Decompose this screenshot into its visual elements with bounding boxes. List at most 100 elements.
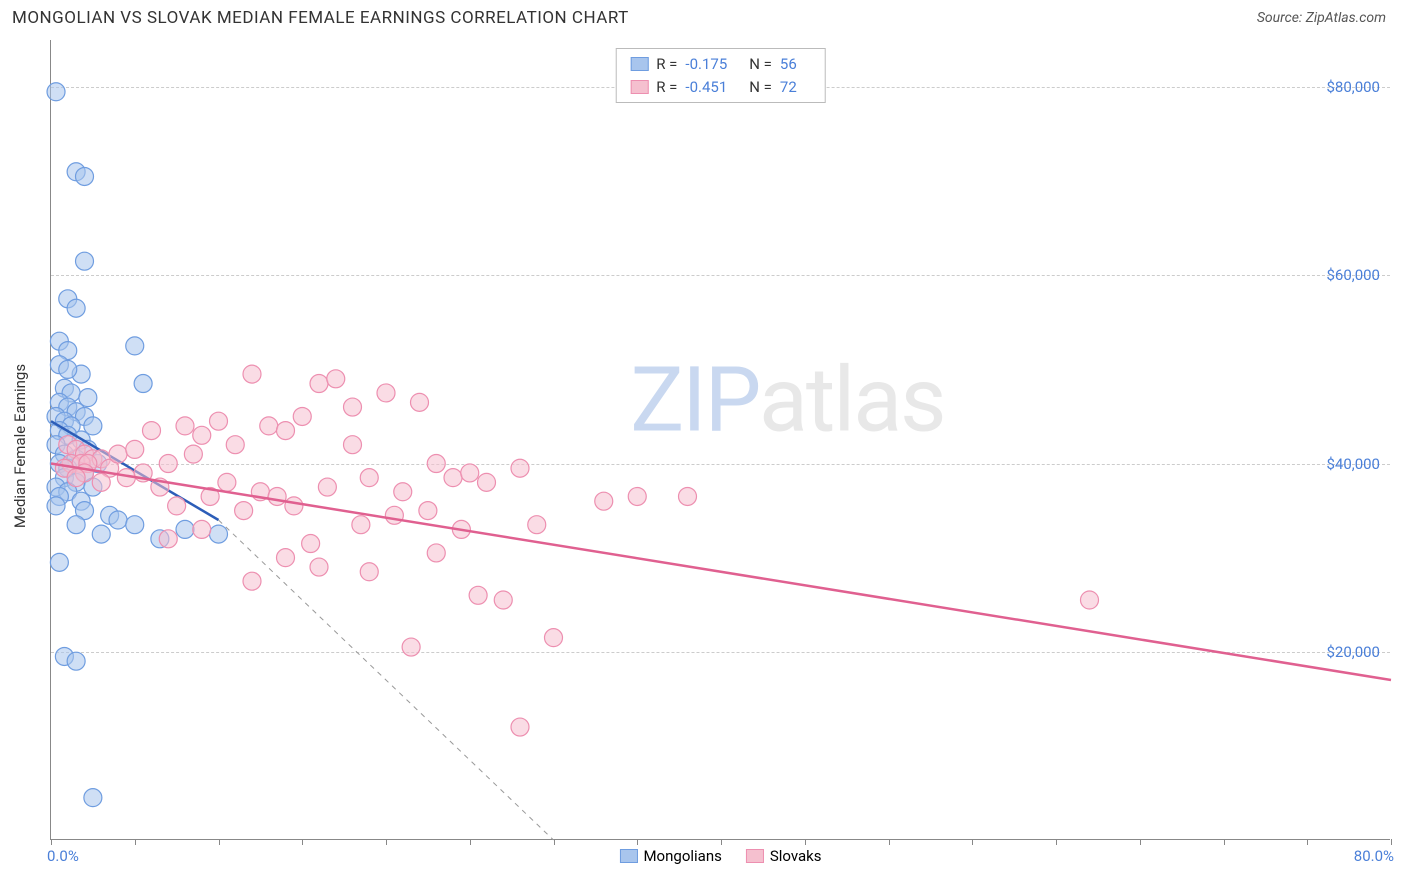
data-point <box>126 516 144 534</box>
x-tick <box>219 839 220 845</box>
data-point <box>595 492 613 510</box>
data-point <box>327 370 345 388</box>
data-point <box>67 469 85 487</box>
data-point <box>679 487 697 505</box>
x-tick <box>302 839 303 845</box>
data-point <box>210 412 228 430</box>
x-tick <box>889 839 890 845</box>
x-tick <box>1140 839 1141 845</box>
x-tick <box>470 839 471 845</box>
data-point <box>344 398 362 416</box>
data-point <box>318 478 336 496</box>
x-tick <box>1056 839 1057 845</box>
data-point <box>109 445 127 463</box>
chart-title: MONGOLIAN VS SLOVAK MEDIAN FEMALE EARNIN… <box>12 8 629 28</box>
data-point <box>511 718 529 736</box>
chart-plot-area: ZIPatlas $20,000$40,000$60,000$80,000 R … <box>50 40 1390 840</box>
data-point <box>76 252 94 270</box>
x-tick <box>1391 839 1392 845</box>
data-point <box>478 473 496 491</box>
data-point <box>159 530 177 548</box>
data-point <box>47 497 65 515</box>
data-point <box>59 360 77 378</box>
x-tick <box>721 839 722 845</box>
data-point <box>126 337 144 355</box>
data-point <box>277 422 295 440</box>
swatch-icon <box>619 849 637 863</box>
data-point <box>427 455 445 473</box>
data-point <box>360 563 378 581</box>
data-point <box>385 506 403 524</box>
x-tick <box>554 839 555 845</box>
data-point <box>126 440 144 458</box>
data-point <box>226 436 244 454</box>
data-point <box>67 516 85 534</box>
data-point <box>402 638 420 656</box>
data-point <box>218 473 236 491</box>
data-point <box>352 516 370 534</box>
x-tick <box>805 839 806 845</box>
data-point <box>277 549 295 567</box>
stats-row-slovaks: R = -0.451 N = 72 <box>630 76 811 99</box>
source-attribution: Source: ZipAtlas.com <box>1257 10 1386 26</box>
data-point <box>344 436 362 454</box>
data-point <box>243 365 261 383</box>
data-point <box>310 375 328 393</box>
x-tick <box>386 839 387 845</box>
data-point <box>285 497 303 515</box>
data-point <box>461 464 479 482</box>
correlation-stats-box: R = -0.175 N = 56 R = -0.451 N = 72 <box>615 48 826 103</box>
data-point <box>628 487 646 505</box>
data-point <box>109 511 127 529</box>
data-point <box>67 299 85 317</box>
swatch-icon <box>746 849 764 863</box>
data-point <box>176 417 194 435</box>
x-tick <box>972 839 973 845</box>
data-point <box>260 417 278 435</box>
data-point <box>528 516 546 534</box>
data-point <box>92 525 110 543</box>
data-point <box>310 558 328 576</box>
data-point <box>193 426 211 444</box>
data-point <box>47 83 65 101</box>
data-point <box>360 469 378 487</box>
stats-row-mongolians: R = -0.175 N = 56 <box>630 53 811 76</box>
data-point <box>76 167 94 185</box>
swatch-icon <box>630 80 648 94</box>
data-point <box>427 544 445 562</box>
trend-extension <box>219 520 554 840</box>
data-point <box>184 445 202 463</box>
data-point <box>243 572 261 590</box>
data-point <box>1081 591 1099 609</box>
data-point <box>394 483 412 501</box>
data-point <box>419 502 437 520</box>
data-point <box>511 459 529 477</box>
data-point <box>168 497 186 515</box>
data-point <box>411 393 429 411</box>
data-point <box>545 629 563 647</box>
data-point <box>143 422 161 440</box>
data-point <box>176 520 194 538</box>
data-point <box>469 586 487 604</box>
x-tick <box>135 839 136 845</box>
swatch-icon <box>630 57 648 71</box>
legend-item-slovaks: Slovaks <box>746 847 822 865</box>
y-axis-label: Median Female Earnings <box>11 364 29 528</box>
x-axis-max-label: 80.0% <box>1354 847 1394 865</box>
data-point <box>159 455 177 473</box>
x-axis-min-label: 0.0% <box>47 847 79 865</box>
scatter-plot <box>51 40 1390 839</box>
legend: Mongolians Slovaks <box>619 847 821 865</box>
x-tick <box>637 839 638 845</box>
data-point <box>494 591 512 609</box>
data-point <box>377 384 395 402</box>
data-point <box>302 535 320 553</box>
data-point <box>193 520 211 538</box>
data-point <box>92 473 110 491</box>
legend-item-mongolians: Mongolians <box>619 847 721 865</box>
data-point <box>444 469 462 487</box>
data-point <box>293 407 311 425</box>
data-point <box>210 525 228 543</box>
x-tick <box>1224 839 1225 845</box>
data-point <box>235 502 253 520</box>
